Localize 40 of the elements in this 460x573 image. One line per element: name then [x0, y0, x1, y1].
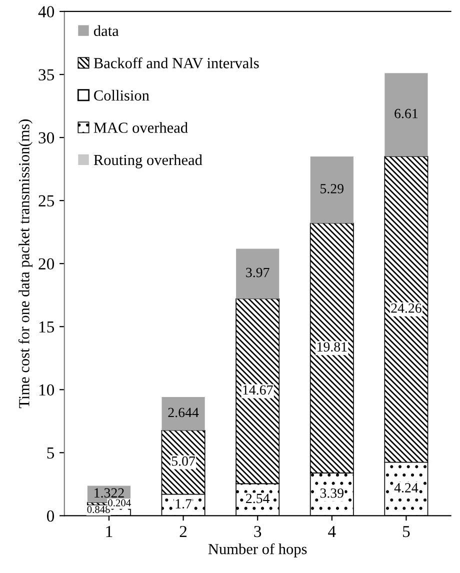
- data-label: 1.7: [176, 499, 192, 509]
- y-tick-label: 30: [38, 132, 54, 144]
- data-label: 1.322: [94, 488, 124, 498]
- legend-label: MAC overhead: [94, 122, 188, 133]
- y-axis-title: Time cost for one data packet transmission(ms): [18, 119, 32, 408]
- legend-label: Backoff and NAV intervals: [94, 57, 259, 68]
- y-tick-label: 15: [39, 321, 54, 333]
- data-label: 3.97: [246, 268, 270, 278]
- data-label: 6.61: [394, 108, 418, 118]
- x-tick-label: 5: [403, 526, 410, 538]
- data-label: 24.26: [391, 303, 422, 313]
- bar: [236, 248, 280, 299]
- data-label: 5.07: [172, 456, 196, 466]
- x-tick-label: 1: [106, 526, 112, 537]
- y-tick-label: 35: [38, 69, 54, 80]
- y-tick-label: 20: [38, 258, 54, 270]
- bar: [310, 156, 354, 224]
- legend-label: data: [94, 25, 119, 36]
- legend-label: Collision: [94, 90, 150, 101]
- y-tick-label: 40: [38, 6, 54, 18]
- data-label: 5.29: [320, 184, 344, 194]
- y-tick-label: 0: [46, 510, 54, 522]
- x-tick-label: 3: [254, 526, 262, 538]
- bar: [384, 73, 428, 156]
- x-axis-title: Number of hops: [208, 543, 307, 558]
- data-label: 0.204: [108, 499, 131, 506]
- data-label: 19.81: [318, 342, 347, 352]
- data-label: 2.54: [246, 494, 270, 504]
- data-label: 4.24: [394, 483, 418, 493]
- y-tick-label: 25: [38, 195, 54, 206]
- legend-label: Routing overhead: [94, 154, 202, 168]
- data-label: 3.39: [320, 488, 344, 498]
- y-tick-label: 10: [39, 384, 54, 396]
- x-tick-label: 4: [328, 526, 336, 537]
- y-tick-label: 5: [47, 448, 54, 459]
- bar: [162, 397, 205, 430]
- data-label: 2.644: [168, 408, 199, 418]
- data-label: 14.67: [243, 385, 273, 395]
- x-tick-label: 2: [180, 526, 187, 537]
- data-label: 0.848: [87, 506, 110, 514]
